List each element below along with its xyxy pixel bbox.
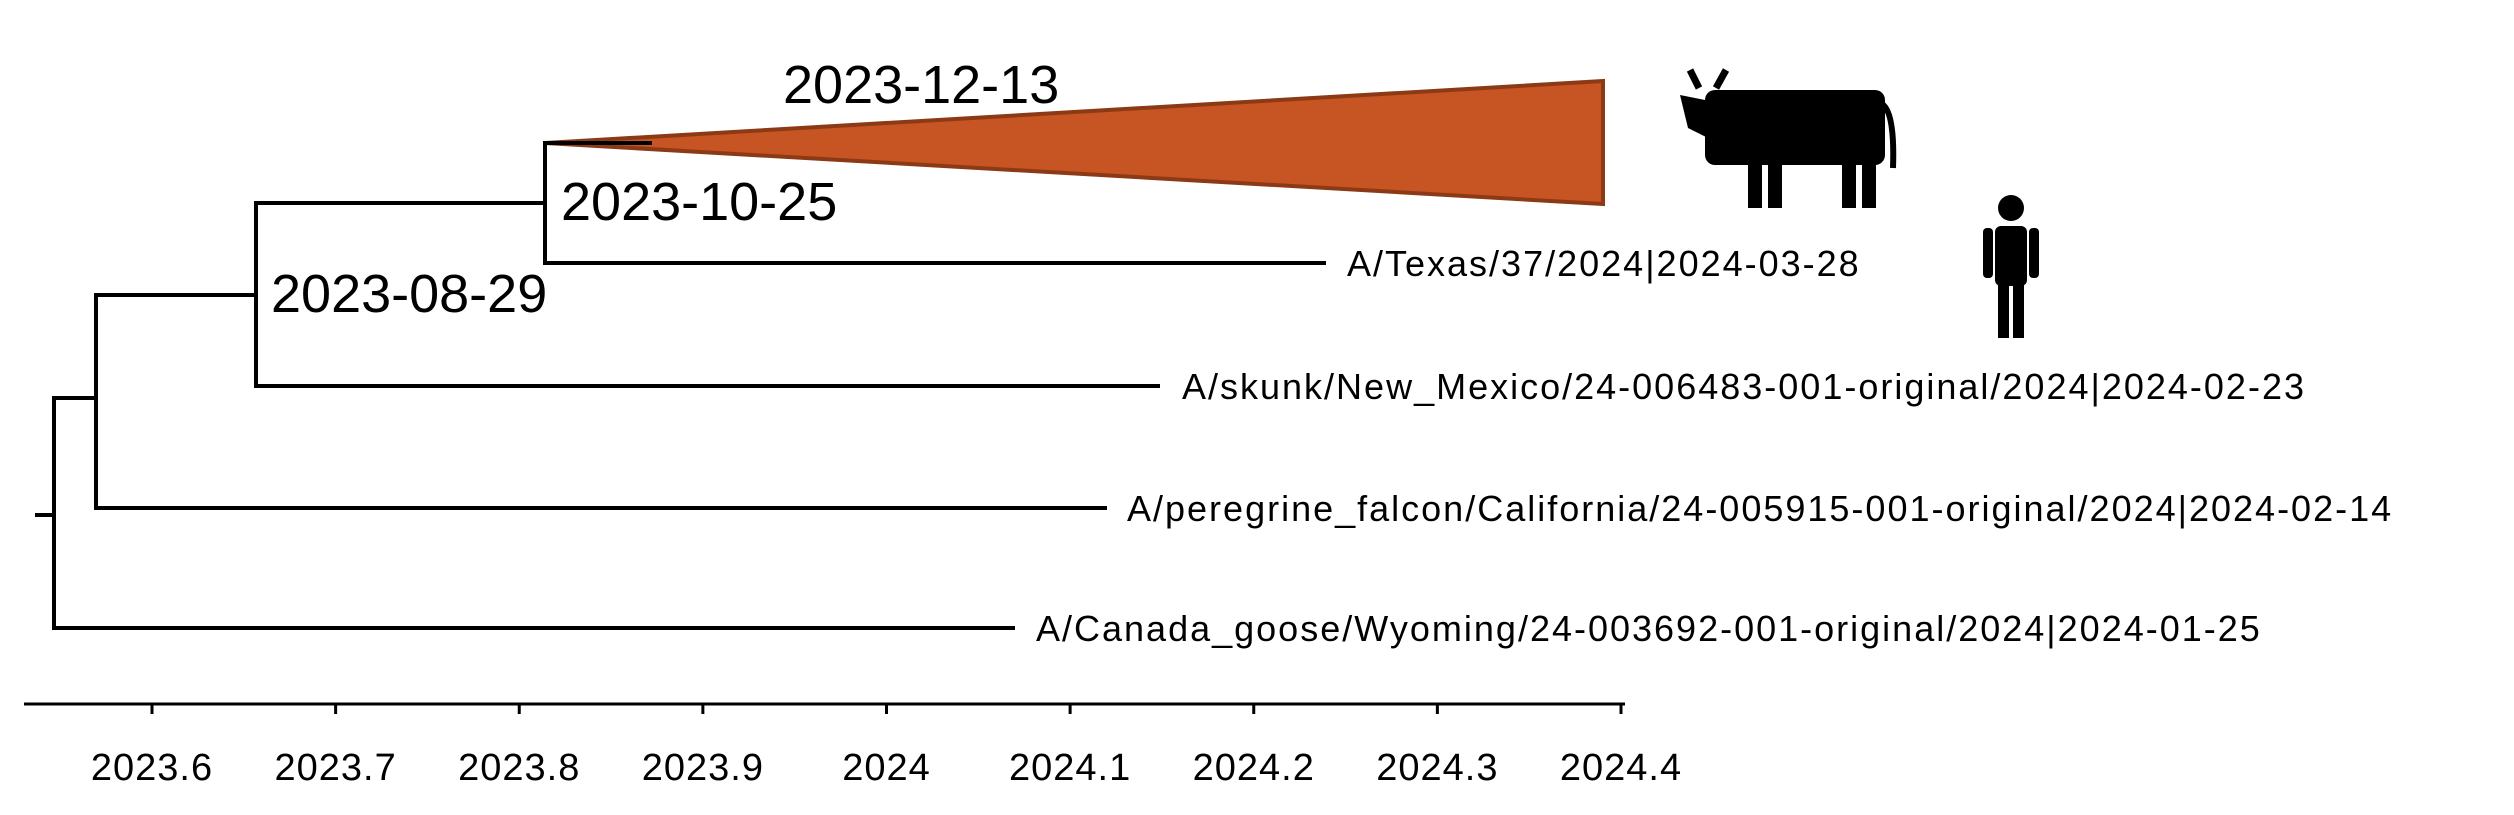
tree-branches bbox=[35, 141, 1326, 630]
branch-node-3 bbox=[94, 201, 1160, 388]
tip-label-skunk: A/skunk/New_Mexico/24-006483-001-origina… bbox=[1182, 366, 2306, 407]
x-tick-label-2024.4: 2024.4 bbox=[1560, 747, 1682, 789]
tip-label-falcon: A/peregrine_falcon/California/24-005915-… bbox=[1127, 488, 2393, 529]
node-label-2023-08-29: 2023-08-29 bbox=[271, 264, 547, 324]
x-tick-label-2023.6: 2023.6 bbox=[91, 747, 213, 789]
x-tick-label-2024.1: 2024.1 bbox=[1009, 747, 1131, 789]
tip-label-goose: A/Canada_goose/Wyoming/24-003692-001-ori… bbox=[1036, 608, 2262, 649]
x-tick-label-2024.3: 2024.3 bbox=[1376, 747, 1498, 789]
collapsed-clade-triangle bbox=[544, 78, 1605, 207]
branch-root bbox=[52, 396, 1015, 630]
x-tick-label-2023.9: 2023.9 bbox=[642, 747, 764, 789]
cow-icon bbox=[1680, 68, 1897, 208]
person-icon bbox=[1983, 195, 2039, 338]
x-tick-label-2023.7: 2023.7 bbox=[275, 747, 397, 789]
x-tick-label-2023.8: 2023.8 bbox=[458, 747, 580, 789]
branch-node-2 bbox=[52, 293, 1107, 510]
node-label-2023-12-13: 2023-12-13 bbox=[783, 55, 1059, 115]
branch-node-4 bbox=[254, 141, 1326, 265]
x-axis: 2023.6 2023.7 2023.8 2023.9 2024 2024.1 2024.2… bbox=[24, 702, 1682, 789]
node-label-2023-10-25: 2023-10-25 bbox=[561, 172, 837, 232]
tip-label-texas: A/Texas/37/2024|2024-03-28 bbox=[1347, 243, 1861, 284]
x-tick-label-2024: 2024 bbox=[842, 747, 931, 789]
x-tick-label-2024.2: 2024.2 bbox=[1193, 747, 1315, 789]
x-axis-ticks: 2023.6 2023.7 2023.8 2023.9 2024 2024.1 2024.2… bbox=[91, 704, 1682, 789]
